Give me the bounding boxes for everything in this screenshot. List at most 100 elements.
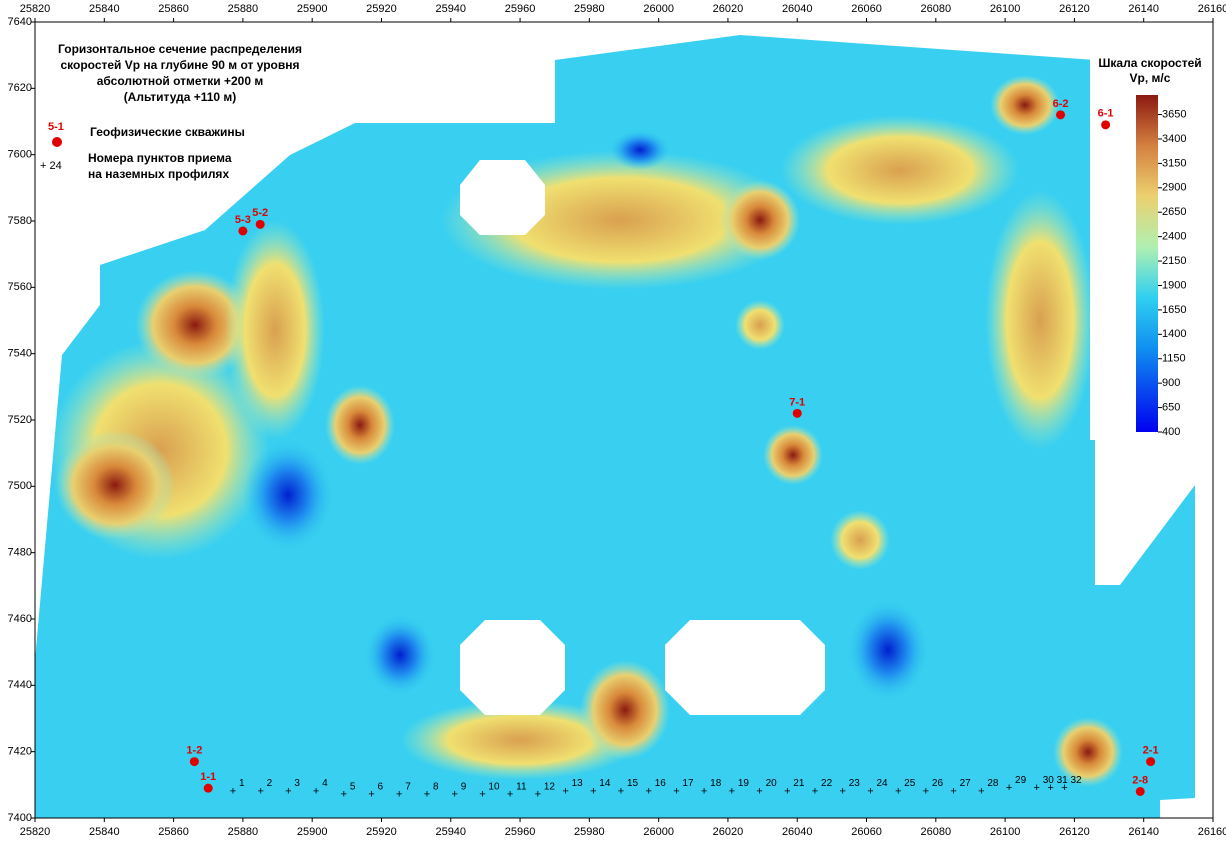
x-tick-label: 26020 [713, 826, 744, 838]
well [1101, 120, 1111, 130]
legend-points: на наземных профилях [88, 167, 229, 181]
blank-area [665, 620, 825, 715]
receiver-point: + [590, 785, 596, 797]
hot-zone [763, 425, 823, 485]
colorbar-tick-label: 3150 [1162, 157, 1186, 169]
receiver-label: 15 [627, 778, 639, 789]
x-tick-label: 25840 [89, 826, 120, 838]
receiver-point: + [923, 785, 929, 797]
x-tick-label: 25900 [297, 3, 328, 15]
receiver-label: 9 [461, 781, 467, 792]
well [1135, 786, 1145, 796]
cold-zone [610, 130, 670, 170]
x-tick-label: 26120 [1059, 826, 1090, 838]
x-tick-label: 26040 [782, 3, 813, 15]
title: Горизонтальное сечение распределения ско… [58, 42, 302, 104]
x-tick-label: 25860 [158, 3, 189, 15]
colorbar-title: Vp, м/с [1130, 71, 1171, 85]
receiver-point: + [396, 789, 402, 801]
x-tick-label: 25840 [89, 3, 120, 15]
receiver-label: 17 [682, 778, 694, 789]
receiver-point: + [535, 789, 541, 801]
colorbar-tick-label: 2400 [1162, 231, 1186, 243]
hot-zone [55, 430, 175, 540]
x-tick-label: 26060 [851, 3, 882, 15]
x-tick-label: 26120 [1059, 3, 1090, 15]
receiver-point: + [867, 785, 873, 797]
receiver-point: + [950, 785, 956, 797]
well-label: 5-2 [252, 207, 268, 219]
receiver-point: + [451, 789, 457, 801]
well [255, 219, 265, 229]
velocity-field [35, 35, 1195, 818]
colorbar-tick-label: 2900 [1162, 182, 1186, 194]
x-tick-label: 26140 [1128, 3, 1159, 15]
x-tick-label: 26000 [643, 826, 674, 838]
receiver-point: + [812, 785, 818, 797]
x-tick-label: 26060 [851, 826, 882, 838]
receiver-point: + [341, 789, 347, 801]
receiver-label: 30 [1043, 775, 1055, 786]
well-label: 6-2 [1053, 98, 1069, 110]
well-label: 7-1 [789, 396, 805, 408]
receiver-point: + [895, 785, 901, 797]
hot-zone [225, 220, 325, 440]
colorbar-tick-label: 900 [1162, 377, 1180, 389]
receiver-label: 23 [849, 778, 861, 789]
receiver-point: + [562, 785, 568, 797]
receiver-label: 13 [572, 778, 584, 789]
x-tick-label: 25820 [20, 3, 51, 15]
receiver-point: + [645, 785, 651, 797]
y-tick-label: 7640 [8, 16, 32, 28]
x-tick-label: 25940 [435, 3, 466, 15]
receiver-label: 7 [405, 781, 411, 792]
receiver-label: 22 [821, 778, 833, 789]
x-tick-label: 25920 [366, 826, 397, 838]
receiver-label: 16 [655, 778, 667, 789]
hot-zone [325, 385, 395, 465]
y-tick-label: 7560 [8, 281, 32, 293]
well-label: 1-2 [186, 745, 202, 757]
well [189, 757, 199, 767]
receiver-point: + [285, 785, 291, 797]
x-tick-label: 25820 [20, 826, 51, 838]
colorbar-tick-label: 3650 [1162, 108, 1186, 120]
cold-zone [848, 600, 928, 700]
receiver-point: + [840, 785, 846, 797]
colorbar-tick-label: 1900 [1162, 279, 1186, 291]
colorbar-tick-label: 2150 [1162, 255, 1186, 267]
x-tick-label: 25920 [366, 3, 397, 15]
cold-zone [365, 615, 435, 695]
hot-zone [135, 270, 255, 380]
receiver-point: + [978, 785, 984, 797]
receiver-label: 10 [488, 781, 500, 792]
title-line: (Альтитуда +110 м) [124, 90, 237, 104]
receiver-label: 8 [433, 781, 439, 792]
receiver-point: + [1061, 782, 1067, 794]
x-tick-label: 26040 [782, 826, 813, 838]
legend-well-marker [52, 137, 62, 147]
well [792, 408, 802, 418]
legend: 5-1 Геофизические скважины + 24 Номера п… [40, 121, 245, 181]
x-tick-label: 26080 [921, 826, 952, 838]
x-tick-label: 25880 [228, 826, 259, 838]
x-tick-label: 25980 [574, 826, 605, 838]
receiver-label: 1 [239, 778, 245, 789]
well-label: 2-8 [1132, 774, 1148, 786]
receiver-label: 12 [544, 781, 556, 792]
hot-zone [735, 300, 785, 350]
colorbar-tick-label: 3400 [1162, 133, 1186, 145]
receiver-point: + [618, 785, 624, 797]
x-tick-label: 25900 [297, 826, 328, 838]
y-tick-label: 7400 [8, 812, 32, 824]
colorbar-title: Шкала скоростей [1098, 56, 1201, 70]
hot-zone [990, 75, 1060, 135]
receiver-label: 4 [322, 778, 328, 789]
receiver-label: 24 [876, 778, 888, 789]
x-tick-label: 26160 [1198, 826, 1226, 838]
hot-zone [830, 510, 890, 570]
x-tick-label: 26000 [643, 3, 674, 15]
receiver-point: + [368, 789, 374, 801]
receiver-point: + [257, 785, 263, 797]
colorbar-tick-label: 1650 [1162, 304, 1186, 316]
